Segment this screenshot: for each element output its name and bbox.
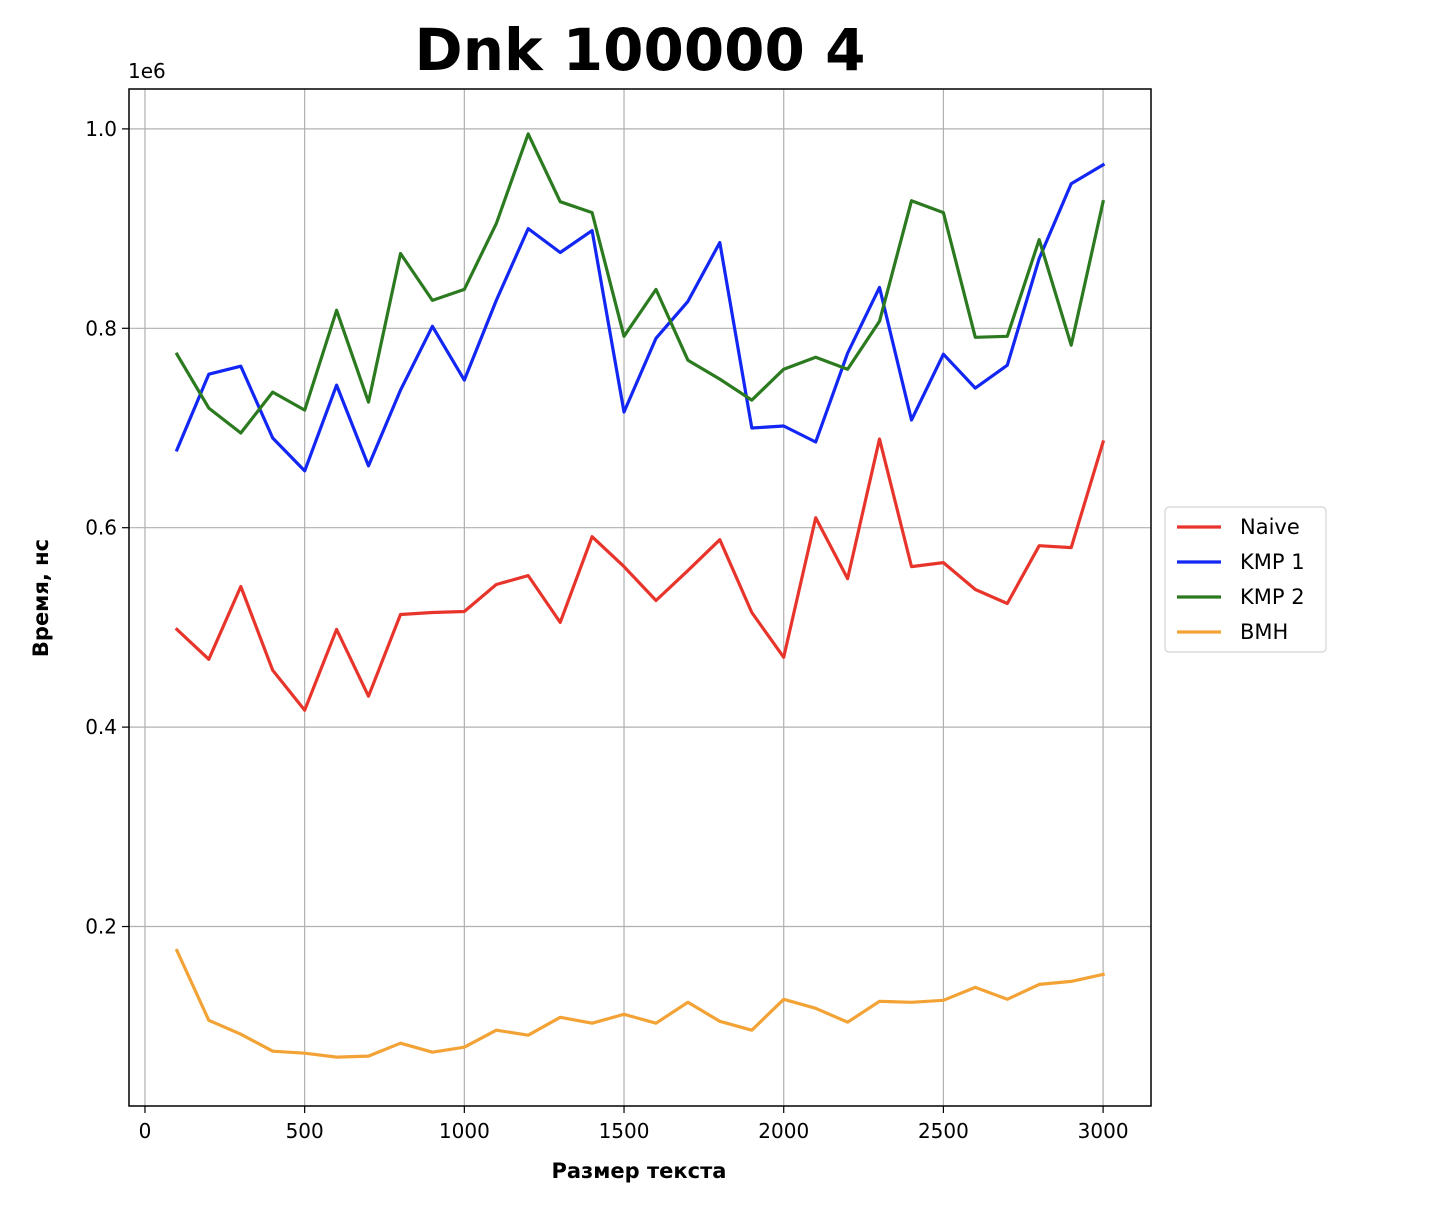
legend-box	[1164, 506, 1327, 653]
x-tick-label: 2000	[758, 1119, 809, 1143]
series-line-naive	[174, 437, 1106, 712]
chart-title: Dnk 100000 4	[415, 16, 866, 84]
y-tick-label: 0.2	[85, 915, 117, 939]
x-tick-label: 3000	[1078, 1119, 1129, 1143]
x-tick-label: 1000	[439, 1119, 490, 1143]
y-tick-label: 0.4	[85, 715, 117, 739]
legend-label-bmh: BMH	[1240, 620, 1288, 644]
series-line-kmp-2	[174, 132, 1106, 435]
x-tick-label: 0	[139, 1119, 152, 1143]
legend-label-naive: Naive	[1240, 515, 1300, 539]
plot-series	[174, 132, 1106, 1059]
y-tick-label: 0.6	[85, 516, 117, 540]
y-offset-label: 1e6	[128, 59, 166, 83]
y-axis-label: Время, нс	[29, 539, 53, 657]
x-axis-label: Размер текста	[552, 1159, 727, 1183]
y-tick-label: 0.8	[85, 316, 117, 340]
series-line-bmh	[174, 948, 1106, 1059]
grid-lines	[129, 89, 1151, 1106]
legend-label-kmp-1: KMP 1	[1240, 550, 1305, 574]
plot-frame	[128, 88, 1152, 1107]
legend: Naive KMP 1 KMP 2 BMH	[1164, 506, 1327, 653]
y-tick-label: 1.0	[85, 117, 117, 141]
x-tick-label: 1500	[599, 1119, 650, 1143]
x-tick-label: 500	[286, 1119, 324, 1143]
legend-label-kmp-2: KMP 2	[1240, 585, 1305, 609]
x-tick-label: 2500	[918, 1119, 969, 1143]
axis-ticks: 0 500 1000 1500 2000 2500 3000 0.2 0.4 0.6 0.8 1.0	[85, 117, 1128, 1143]
series-line-kmp-1	[174, 162, 1106, 473]
